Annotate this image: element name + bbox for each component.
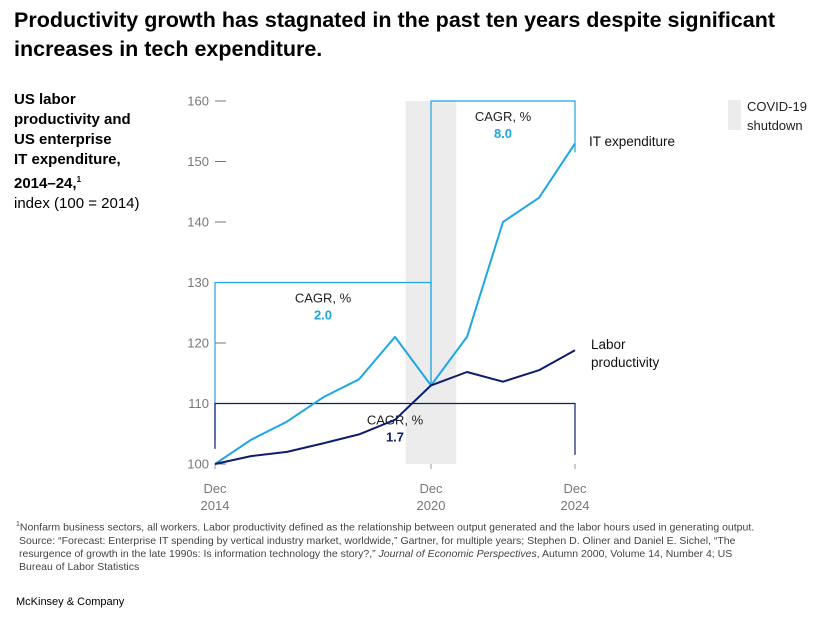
it-expenditure-line — [214, 142, 576, 465]
side-label-line: productivity and — [14, 111, 131, 128]
covid-legend-swatch — [728, 100, 741, 130]
side-label-unit: index (100 = 2014) — [14, 195, 140, 212]
covid-legend-label: shutdown — [747, 118, 803, 133]
brand-logo-text: McKinsey & Company — [16, 596, 125, 608]
cagr-bracket — [430, 100, 576, 386]
side-label-line: US labor — [14, 91, 76, 108]
x-tick-label: Dec — [419, 481, 443, 496]
cagr-value: 1.7 — [386, 430, 404, 445]
cagr-label: CAGR, % — [475, 109, 532, 124]
source-text: resurgence of growth in the late 1990s: … — [19, 547, 379, 560]
source-text: Bureau of Labor Statistics — [19, 560, 140, 573]
x-tick-label: 2024 — [561, 498, 590, 513]
journal-name: Journal of Economic Perspectives — [378, 547, 537, 560]
source-text: , Autumn 2000, Volume 14, Number 4; US — [536, 547, 733, 560]
cagr-label: CAGR, % — [295, 291, 352, 306]
cagr-value: 8.0 — [494, 126, 512, 141]
side-label-line: IT expenditure, — [14, 151, 121, 168]
y-tick-label: 130 — [187, 275, 209, 290]
footnote-text: Nonfarm business sectors, all workers. L… — [19, 521, 755, 534]
y-tick-label: 160 — [187, 94, 209, 109]
y-tick-label: 140 — [187, 215, 209, 230]
x-tick-label: 2020 — [417, 498, 446, 513]
footnote-line: 1Nonfarm business sectors, all workers. … — [16, 518, 816, 535]
y-tick-label: 100 — [187, 457, 209, 472]
footnote-line: Bureau of Labor Statistics — [16, 561, 816, 574]
footnote-marker: 1 — [16, 521, 20, 528]
series-label-it-expenditure: IT expenditure — [589, 134, 675, 149]
x-tick-label: Dec — [203, 481, 227, 496]
side-label-years: 2014–24, — [14, 175, 77, 192]
footnote-line: resurgence of growth in the late 1990s: … — [16, 548, 816, 561]
labor-productivity-line — [214, 349, 576, 465]
footnote: 1Nonfarm business sectors, all workers. … — [16, 518, 816, 574]
source-text: Source: “Forecast: Enterprise IT spendin… — [19, 534, 736, 547]
series-label-labor-productivity: productivity — [591, 355, 660, 370]
series-label-labor-productivity: Labor — [591, 337, 626, 352]
y-tick-label: 120 — [187, 336, 209, 351]
x-tick-label: Dec — [563, 481, 587, 496]
side-label-line: US enterprise — [14, 131, 112, 148]
side-label-line: 2014–24,1 — [14, 170, 189, 194]
footnote-marker: 1 — [76, 175, 82, 184]
y-tick-label: 150 — [187, 154, 209, 169]
y-tick-label: 110 — [188, 396, 209, 411]
x-tick-label: 2014 — [201, 498, 230, 513]
side-label: US labor productivity and US enterprise … — [14, 90, 189, 214]
covid-legend-label: COVID-19 — [747, 99, 807, 114]
footnote-line: Source: “Forecast: Enterprise IT spendin… — [16, 535, 816, 548]
cagr-value: 2.0 — [314, 308, 332, 323]
chart-title: Productivity growth has stagnated in the… — [14, 8, 776, 61]
cagr-bracket — [214, 402, 576, 455]
